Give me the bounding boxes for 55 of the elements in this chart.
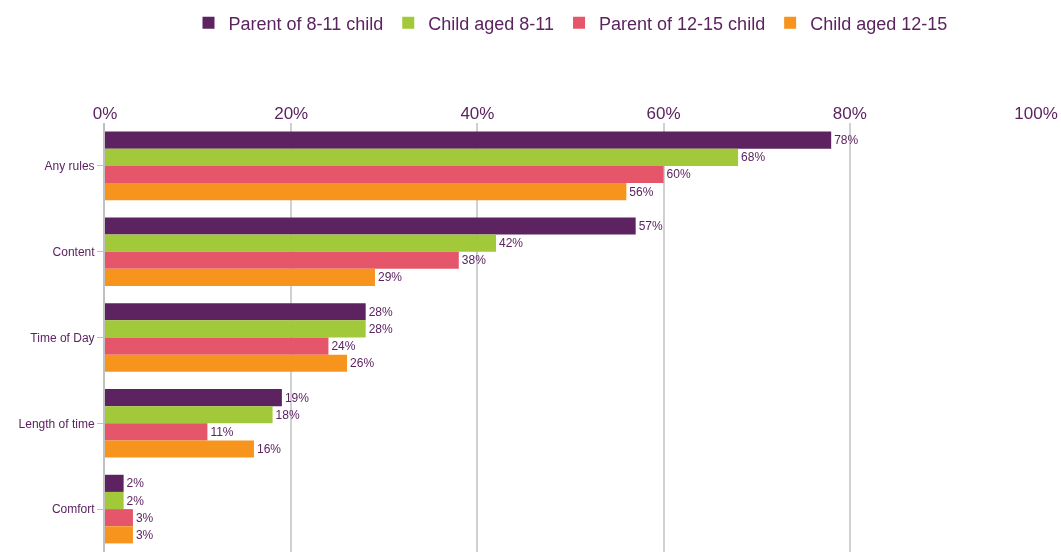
data-label: 2%: [126, 493, 145, 508]
y-tick-label: Content: [52, 244, 96, 259]
legend-label: Parent of 8-11 child: [228, 13, 384, 34]
x-tick-label: 40%: [460, 103, 495, 123]
data-label: 2%: [126, 476, 145, 491]
bar: [105, 268, 375, 287]
bar: [105, 491, 124, 510]
data-label: 18%: [275, 407, 300, 422]
bar: [105, 251, 459, 269]
x-tick-label: 0%: [92, 103, 118, 123]
bar: [105, 388, 282, 407]
data-label: 3%: [135, 510, 154, 525]
legend-label: Parent of 12-15 child: [599, 13, 766, 34]
y-tick-label: Length of time: [18, 416, 95, 431]
bar: [105, 303, 366, 321]
y-tick-label: Comfort: [51, 502, 96, 517]
data-label: 19%: [284, 390, 310, 405]
data-label: 57%: [638, 218, 664, 233]
bar: [105, 183, 627, 201]
data-label: 29%: [377, 270, 403, 285]
y-tick-label: Any rules: [44, 159, 95, 174]
x-tick-label: 100%: [1014, 103, 1058, 123]
legend-label: Child aged 8-11: [428, 13, 555, 34]
bar: [105, 440, 254, 458]
data-label: 28%: [368, 321, 394, 336]
data-label: 16%: [256, 442, 282, 457]
legend-label: Child aged 12-15: [810, 13, 948, 34]
data-label: 24%: [331, 339, 356, 354]
bar: [105, 148, 739, 166]
bar: [105, 165, 664, 184]
y-tick-label: Time of Day: [30, 330, 95, 345]
x-tick-label: 80%: [832, 103, 867, 123]
data-label: 78%: [834, 133, 859, 148]
x-tick-label: 60%: [646, 103, 681, 123]
bar: [105, 217, 636, 235]
data-label: 42%: [499, 236, 524, 251]
bar: [105, 234, 497, 252]
bar: [105, 337, 329, 355]
x-tick-label: 20%: [274, 103, 309, 123]
data-label: 26%: [350, 356, 375, 371]
data-label: 11%: [210, 424, 234, 439]
bar: [105, 423, 208, 441]
bar: [105, 354, 348, 372]
bar: [105, 320, 366, 338]
bar: [105, 509, 133, 527]
data-label: 38%: [461, 253, 487, 268]
data-label: 3%: [135, 527, 154, 542]
data-label: 56%: [629, 184, 654, 199]
data-label: 68%: [741, 150, 766, 165]
bar: [105, 526, 133, 544]
bar: [105, 406, 273, 424]
bar: [105, 131, 832, 149]
bar: [105, 474, 124, 492]
data-label: 60%: [666, 167, 691, 182]
data-label: 28%: [368, 304, 394, 319]
